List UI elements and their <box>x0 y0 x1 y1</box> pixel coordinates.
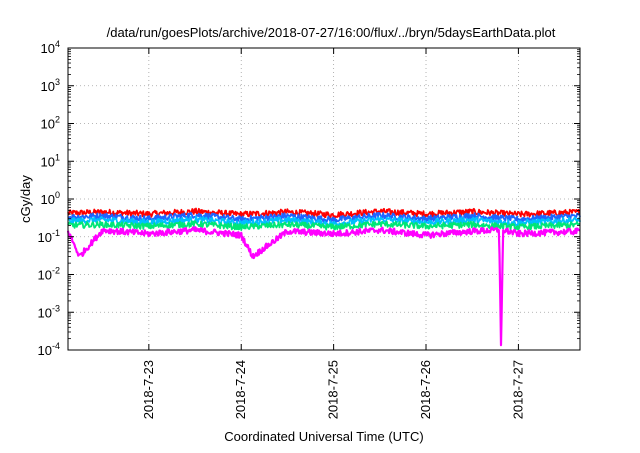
y-tick-base: 10 <box>41 192 55 207</box>
y-tick-base: 10 <box>38 305 52 320</box>
x-tick-label: 2018-7-23 <box>141 360 156 419</box>
y-tick-exponent: -2 <box>52 266 60 276</box>
grid <box>68 48 580 350</box>
series-line-3 <box>67 215 581 227</box>
y-tick-base: 10 <box>38 230 52 245</box>
y-tick-base: 10 <box>41 154 55 169</box>
y-tick-exponent: 4 <box>55 39 60 49</box>
y-tick-exponent: 1 <box>55 152 60 162</box>
y-tick-exponent: 2 <box>55 115 60 125</box>
y-tick-label: 104 <box>41 39 60 56</box>
y-tick-label: 10-1 <box>38 228 60 245</box>
chart-title: /data/run/goesPlots/archive/2018-07-27/1… <box>107 25 556 40</box>
x-tick-label: 2018-7-26 <box>418 360 433 419</box>
y-tick-exponent: -4 <box>52 341 60 351</box>
y-tick-exponent: -3 <box>52 303 60 313</box>
x-tick-label: 2018-7-25 <box>326 360 341 419</box>
x-tick-label: 2018-7-24 <box>233 360 248 419</box>
y-tick-exponent: -1 <box>52 228 60 238</box>
x-tick-label: 2018-7-27 <box>510 360 525 419</box>
y-tick-base: 10 <box>41 117 55 132</box>
y-tick-base: 10 <box>41 79 55 94</box>
y-tick-exponent: 3 <box>55 77 60 87</box>
series-line-4 <box>67 220 581 232</box>
y-tick-label: 103 <box>41 77 60 94</box>
y-tick-label: 100 <box>41 190 60 207</box>
y-tick-base: 10 <box>38 268 52 283</box>
y-tick-label: 10-4 <box>38 341 60 358</box>
x-axis-label: Coordinated Universal Time (UTC) <box>224 429 423 444</box>
y-tick-label: 10-2 <box>38 266 60 283</box>
y-tick-label: 102 <box>41 115 60 132</box>
series-layer <box>66 207 581 347</box>
series-line-1 <box>67 207 581 219</box>
y-tick-exponent: 0 <box>55 190 60 200</box>
y-axis-label: cGy/day <box>18 175 33 223</box>
y-tick-base: 10 <box>38 343 52 358</box>
y-tick-label: 10-3 <box>38 303 60 320</box>
ticks: 10-410-310-210-11001011021031042018-7-23… <box>38 39 580 419</box>
series-line-5 <box>66 226 581 347</box>
y-tick-label: 101 <box>41 152 60 169</box>
series-line-2 <box>67 211 581 224</box>
y-tick-base: 10 <box>41 41 55 56</box>
